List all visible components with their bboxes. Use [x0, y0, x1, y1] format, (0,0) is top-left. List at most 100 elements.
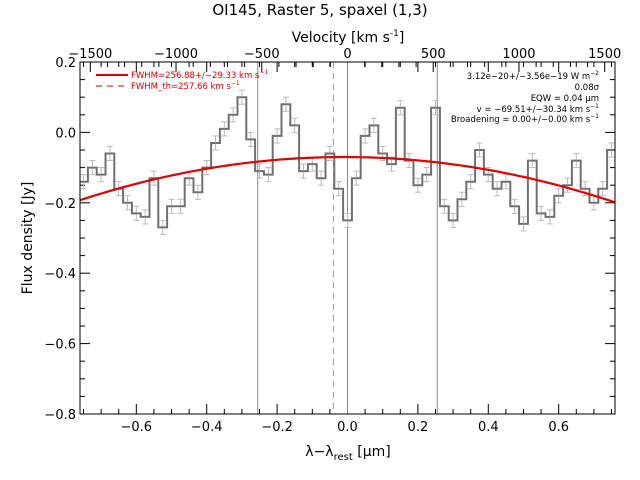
data-point [161, 226, 164, 229]
annotation-velocity-text: v = −69.51+/−30.34 km s [477, 105, 591, 115]
plot-frame [79, 61, 616, 415]
y-tick-label: 0.0 [55, 126, 76, 141]
top-axis-title-end: ] [399, 30, 404, 46]
reference-lines [257, 62, 438, 414]
data-point [593, 202, 595, 204]
annotation-eqw-text: EQW = 0.04 μm [531, 94, 599, 104]
x-axis-title-main: λ−λ [305, 444, 333, 460]
annotation-sigma-text: 0.08σ [575, 83, 600, 93]
data-point [549, 216, 551, 218]
annotation-velocity-sup: −1 [590, 103, 599, 110]
annotation-flux-sup: −2 [590, 70, 599, 77]
x-tick-label: −0.6 [121, 420, 153, 435]
data-point [346, 219, 349, 222]
velocity-tick-label: −1500 [68, 47, 112, 62]
fit-annotations: 3.12e−20+/−3.56e−19 W m−2 0.08σ EQW = 0.… [451, 70, 600, 125]
spectrum-line [80, 96, 615, 229]
velocity-tick-label: −1000 [154, 47, 198, 62]
annotation-eqw: EQW = 0.04 μm [531, 94, 599, 104]
data-point [496, 187, 498, 190]
data-point [241, 96, 243, 98]
data-point [355, 177, 358, 179]
data-point [417, 184, 419, 186]
legend-entry-fit-label: FWHM=256.88+/−29.33 km s [131, 71, 260, 81]
legend-entry-thermal-sup: −1 [231, 80, 240, 87]
data-point [610, 149, 613, 151]
x-axis-title-sub: rest [334, 452, 353, 463]
annotation-flux-text: 3.12e−20+/−3.56e−19 W m [467, 72, 590, 82]
velocity-tick-label: −500 [244, 47, 280, 62]
data-point [329, 152, 331, 155]
velocity-tick-label: 0 [343, 47, 351, 62]
data-point [540, 212, 542, 215]
velocity-tick-label: 1000 [502, 47, 535, 62]
data-point [188, 177, 190, 179]
data-point [478, 149, 481, 151]
data-point [373, 124, 375, 127]
y-tick-label: −0.6 [44, 338, 76, 353]
top-axis-title-main: Velocity [km s [292, 30, 390, 46]
velocity-tick-label: 1500 [588, 47, 621, 62]
data-point [443, 205, 446, 208]
data-point [487, 173, 490, 176]
data-point [214, 142, 217, 144]
data-point [109, 152, 111, 155]
x-tick-label: 0.6 [548, 420, 569, 435]
fit-series [79, 155, 616, 204]
legend-entry-thermal-label: FWHM_th=257.66 km s [131, 82, 231, 92]
data-point [434, 106, 437, 109]
data-point [320, 177, 322, 179]
data-point [469, 180, 472, 183]
data-point [249, 138, 252, 141]
top-axis-title: Velocity [km s-1] [292, 29, 405, 46]
data-point [399, 106, 402, 109]
bottom-axis-ticks: −0.6 −0.4 −0.2 0.0 0.2 0.4 0.6 [83, 62, 612, 435]
y-axis-title: Flux density [Jy] [20, 182, 36, 295]
data-point [179, 205, 182, 208]
y-tick-label: 0.2 [55, 56, 76, 71]
x-tick-label: 0.0 [337, 420, 358, 435]
legend-entry-thermal: FWHM_th=257.66 km s−1 [131, 80, 240, 92]
data-point [557, 194, 560, 197]
top-axis-title-sup: -1 [390, 29, 399, 39]
legend: FWHM=256.88+/−29.33 km s−1 FWHM_th=257.6… [96, 69, 268, 92]
annotation-broadening-text: Broadening = 0.00+/−0.00 km s [451, 115, 591, 125]
annotation-flux: 3.12e−20+/−3.56e−19 W m−2 [467, 70, 599, 82]
data-point [566, 184, 569, 186]
data-point [223, 128, 226, 130]
data-point [381, 152, 384, 155]
data-point [170, 205, 173, 208]
data-point [91, 166, 94, 169]
annotation-sigma: 0.08σ [575, 83, 600, 93]
data-point [531, 159, 534, 162]
data-point [311, 163, 314, 165]
y-tick-label: −0.2 [44, 197, 76, 212]
y-tick-label: −0.4 [44, 267, 76, 282]
data-point [425, 173, 428, 176]
data-point [302, 170, 305, 172]
annotation-broadening: Broadening = 0.00+/−0.00 km s−1 [451, 113, 599, 125]
velocity-tick-label: 500 [421, 47, 446, 62]
data-point [82, 180, 85, 183]
x-tick-label: 0.4 [478, 420, 499, 435]
data-point [461, 198, 463, 201]
legend-entry-fit: FWHM=256.88+/−29.33 km s−1 [131, 69, 268, 81]
data-point [575, 159, 578, 162]
data-point [267, 173, 270, 176]
annotation-velocity: v = −69.51+/−30.34 km s−1 [477, 103, 600, 115]
x-tick-label: −0.2 [261, 420, 293, 435]
data-point [293, 124, 296, 127]
data-point [584, 187, 586, 190]
data-point [100, 173, 102, 176]
data-point [390, 163, 393, 165]
data-point [513, 205, 516, 208]
data-point [258, 170, 261, 172]
data-point [337, 187, 340, 190]
data-point [144, 216, 146, 218]
data-point [522, 223, 525, 225]
x-axis-title-unit: [μm] [353, 444, 391, 460]
data-point [505, 180, 507, 183]
data-point [452, 219, 454, 222]
data-point [601, 187, 604, 190]
